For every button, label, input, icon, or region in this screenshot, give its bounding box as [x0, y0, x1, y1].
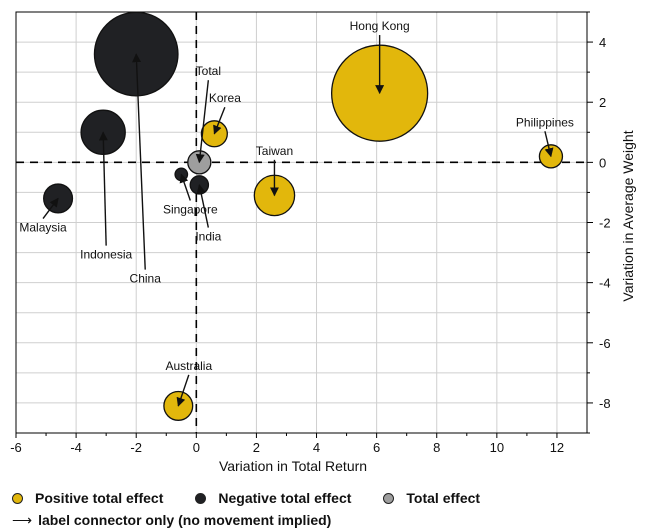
- connector-philippines: [544, 131, 554, 158]
- bubble-korea: [200, 120, 228, 148]
- connector-malaysia: [42, 197, 59, 219]
- bubble-singapore: [174, 167, 189, 182]
- y-tick-label: -6: [599, 336, 611, 351]
- connector-korea: [213, 106, 226, 135]
- y-tick-label: 4: [599, 35, 606, 50]
- y-axis-title: Variation in Average Weight: [620, 130, 636, 301]
- label-indonesia: Indonesia: [80, 248, 132, 262]
- x-tick-label: -6: [10, 440, 22, 455]
- legend-swatch-positive: [12, 492, 23, 504]
- label-singapore: Singapore: [163, 202, 218, 216]
- label-australia: Australia: [165, 359, 212, 373]
- label-korea: Korea: [209, 91, 241, 105]
- legend-note-text: label connector only (no movement implie…: [38, 512, 332, 528]
- point-labels: Hong Kong China Indonesia Taiwan Australia Ma…: [19, 19, 574, 407]
- label-china: China: [130, 272, 162, 286]
- label-philippines: Philippines: [516, 115, 574, 129]
- bubble-chart: -6 -4 -2 0 2 4 6 8 10 12 -8 -6 -4 -2 0 2 4 Hong Kong Chin…: [10, 11, 636, 474]
- connector-indonesia: [98, 131, 108, 246]
- x-tick-label: 2: [253, 440, 260, 455]
- axes: -6 -4 -2 0 2 4 6 8 10 12 -8 -6 -4 -2 0 2 4: [10, 11, 611, 455]
- x-axis-title: Variation in Total Return: [219, 458, 367, 474]
- legend-label-negative: Negative total effect: [218, 490, 352, 506]
- y-tick-label: -8: [599, 396, 611, 411]
- legend-swatch-negative: [195, 492, 207, 504]
- x-tick-label: -2: [130, 440, 142, 455]
- label-total: Total: [196, 64, 221, 78]
- x-tick-label: 6: [373, 440, 380, 455]
- x-tick-label: 12: [550, 440, 564, 455]
- x-tick-label: 4: [313, 440, 320, 455]
- connector-china: [132, 53, 146, 270]
- legend-item-total: Total effect: [383, 490, 480, 506]
- label-india: India: [195, 230, 221, 244]
- bubbles: [43, 11, 564, 421]
- y-tick-label: -4: [599, 276, 611, 291]
- y-tick-label: 0: [599, 155, 606, 170]
- x-tick-label: -4: [70, 440, 82, 455]
- connector-singapore: [179, 173, 191, 201]
- legend-item-positive: Positive total effect: [12, 490, 163, 506]
- x-tick-label: 0: [193, 440, 200, 455]
- legend-swatch-total: [383, 492, 395, 504]
- legend-label-total: Total effect: [406, 490, 481, 506]
- arrow-right-icon: ⟶: [12, 511, 33, 528]
- legend-label-positive: Positive total effect: [35, 490, 164, 506]
- legend-note: ⟶ label connector only (no movement impl…: [12, 509, 512, 531]
- connector-india: [196, 184, 210, 228]
- y-tick-label: -2: [599, 216, 611, 231]
- x-tick-label: 10: [490, 440, 504, 455]
- legend-series-row: Positive total effect Negative total eff…: [12, 487, 512, 509]
- x-tick-label: 8: [433, 440, 440, 455]
- label-hong-kong: Hong Kong: [350, 19, 410, 33]
- y-tick-label: 2: [599, 95, 606, 110]
- connector-australia: [176, 374, 190, 407]
- legend: Positive total effect Negative total eff…: [12, 487, 512, 531]
- label-malaysia: Malaysia: [19, 221, 67, 235]
- legend-item-negative: Negative total effect: [195, 490, 351, 506]
- label-taiwan: Taiwan: [256, 144, 293, 158]
- connector-total: [195, 80, 210, 164]
